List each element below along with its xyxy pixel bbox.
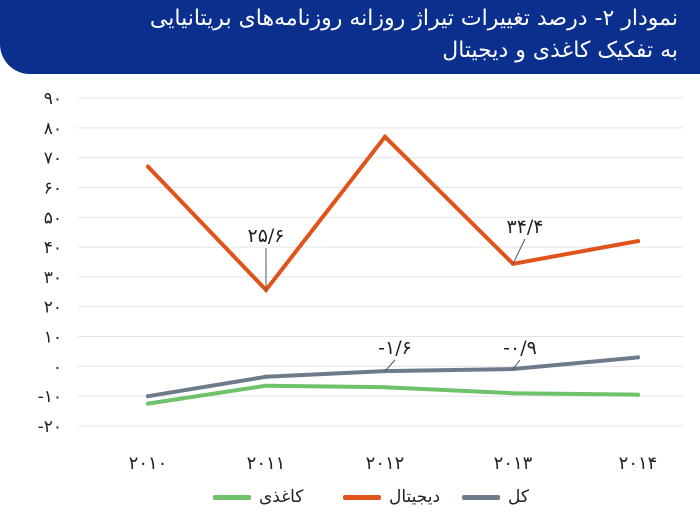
data-point: [383, 134, 387, 139]
data-point: [146, 401, 150, 406]
data-point: [511, 391, 515, 396]
y-tick-label: ۰: [53, 357, 62, 377]
x-tick-label: ۲۰۱۰: [129, 453, 168, 474]
data-point: [264, 288, 268, 293]
x-tick-label: ۲۰۱۴: [619, 453, 658, 474]
data-point: [264, 374, 268, 379]
y-tick-label: ۲۰: [44, 298, 62, 318]
legend-item-paper: کاغذی: [213, 482, 303, 512]
data-point: [146, 394, 150, 399]
data-point: [636, 239, 640, 244]
y-tick-label: ۴۰: [44, 238, 62, 258]
legend-label-paper: کاغذی: [259, 487, 304, 507]
data-label: -۱/۶: [378, 337, 412, 359]
chart-title-line-1: نمودار ۲- درصد تغییرات تیراژ روزانه روزن…: [149, 6, 678, 31]
series-line: [146, 133, 640, 294]
y-tick-label: ۱۰: [44, 328, 62, 348]
data-label: ۳۴/۴: [506, 216, 543, 238]
annotation-leader: [384, 359, 396, 372]
legend-swatch-total: [462, 494, 500, 500]
legend-label-digital: دیجیتال: [389, 487, 441, 507]
y-tick-label: ۳۰: [44, 268, 62, 288]
x-tick-label: ۲۰۱۲: [366, 453, 405, 474]
data-point: [636, 355, 640, 360]
annotation-leader: [512, 238, 526, 265]
y-tick-label: -۱۰: [38, 387, 62, 407]
y-tick-label: -۲۰: [38, 417, 62, 437]
annotation-leader: [512, 359, 521, 370]
x-tick-label: ۲۰۱۱: [247, 453, 286, 474]
chart-legend: کاغذی دیجیتال کل: [0, 482, 700, 512]
data-point: [146, 164, 150, 169]
data-point: [383, 385, 387, 390]
data-point: [636, 392, 640, 397]
legend-swatch-digital: [343, 494, 381, 500]
data-label: ۲۵/۶: [247, 225, 284, 247]
legend-item-total: کل: [462, 482, 529, 512]
data-point: [264, 383, 268, 388]
y-tick-label: ۶۰: [44, 178, 62, 198]
title-banner: نمودار ۲- درصد تغییرات تیراژ روزانه روزن…: [0, 0, 700, 74]
chart-title-line-2: به تفکیک کاغذی و دیجیتال: [442, 38, 678, 63]
y-tick-label: ۸۰: [44, 119, 62, 139]
series-line: [146, 383, 640, 406]
y-tick-label: ۹۰: [44, 89, 62, 109]
x-tick-label: ۲۰۱۳: [494, 453, 533, 474]
y-tick-label: ۵۰: [44, 208, 62, 228]
legend-swatch-paper: [213, 494, 251, 500]
legend-label-total: کل: [508, 487, 529, 507]
legend-item-digital: دیجیتال: [343, 482, 440, 512]
data-label: -۰/۹: [503, 337, 537, 359]
y-tick-label: ۷۰: [44, 149, 62, 169]
series-line: [146, 355, 640, 399]
